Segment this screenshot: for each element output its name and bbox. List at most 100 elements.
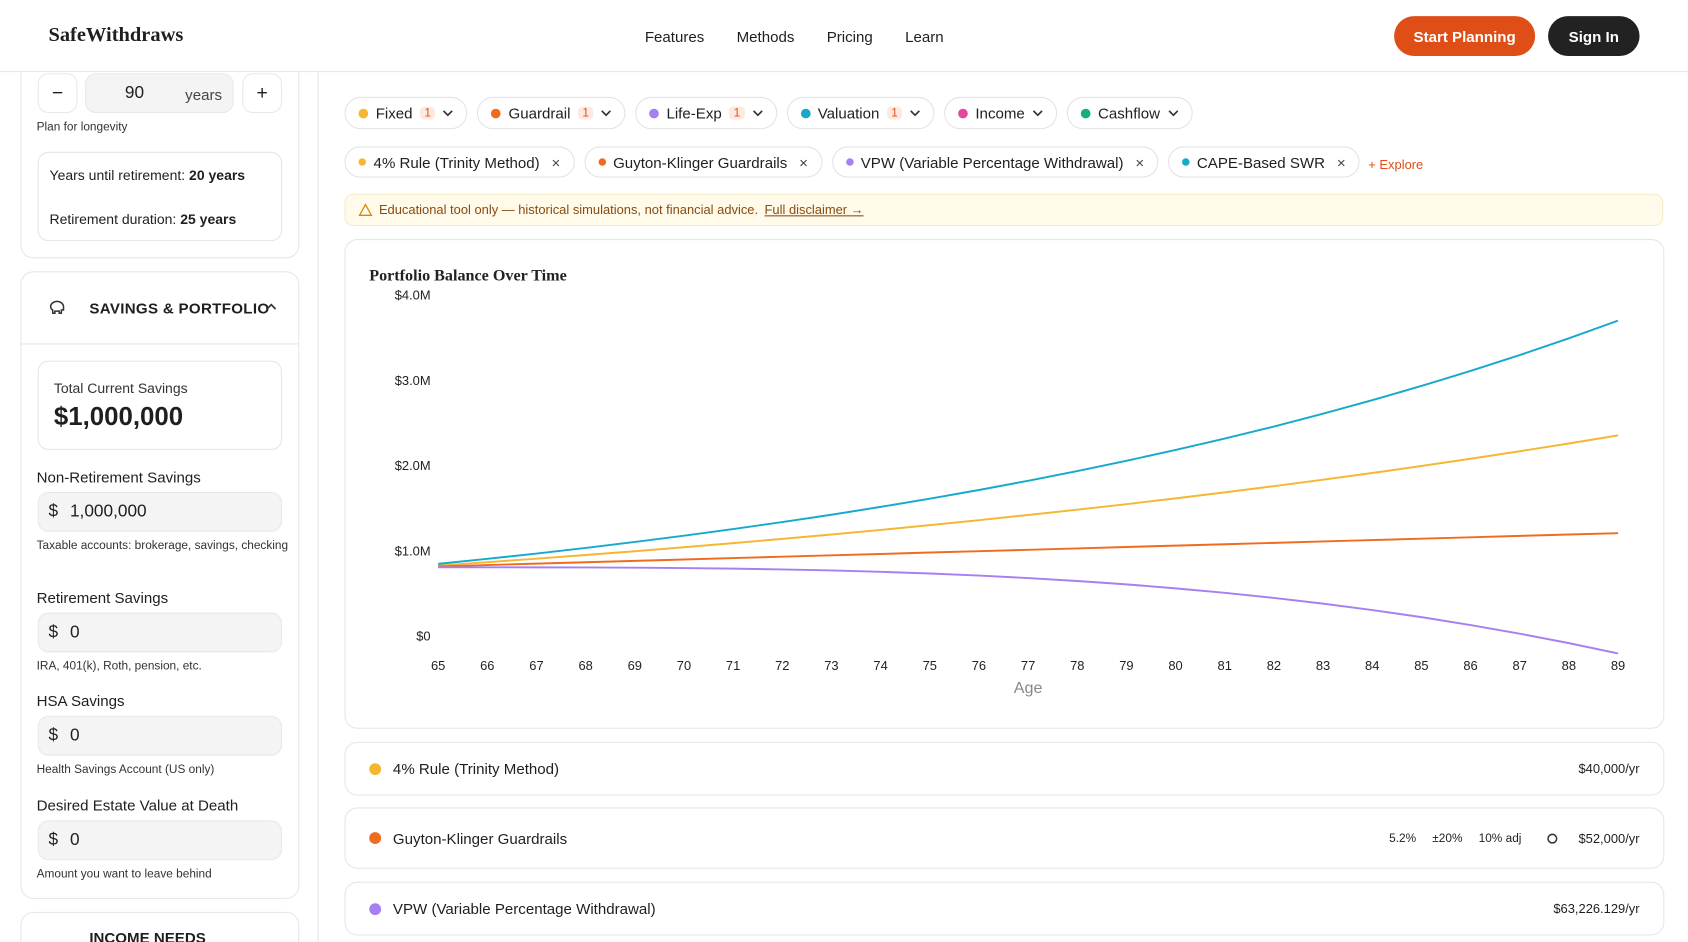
dot <box>491 108 501 118</box>
strategy-amount: $52,000/yr <box>1578 830 1640 846</box>
selected-chip[interactable]: 4% Rule (Trinity Method) × <box>344 146 575 178</box>
nav-link[interactable]: Methods <box>736 27 795 46</box>
nav-link[interactable]: Features <box>644 27 705 46</box>
filter-chip[interactable]: Income <box>944 96 1058 130</box>
nav-link[interactable]: Pricing <box>826 27 873 46</box>
remove-button[interactable]: × <box>1135 153 1145 171</box>
selected-chip[interactable]: Guyton-Klinger Guardrails × <box>584 146 822 178</box>
selected-chip[interactable]: VPW (Variable Percentage Withdrawal) × <box>831 146 1159 178</box>
notice-text: Educational tool only — historical simul… <box>378 202 759 218</box>
remove-button[interactable]: × <box>1336 153 1346 171</box>
chevron-path <box>1168 110 1178 117</box>
strategy-param: ±20% <box>1432 831 1463 845</box>
chevron-path <box>1032 110 1043 117</box>
section-title[interactable]: INCOME NEEDS <box>89 929 206 942</box>
filter-label: Valuation <box>817 104 880 122</box>
field-prefix: $ <box>48 623 59 642</box>
x-tick-label: 80 <box>1168 658 1182 673</box>
x-tick-label: 86 <box>1463 658 1477 673</box>
gear <box>1547 833 1558 844</box>
strategy-row[interactable]: 4% Rule (Trinity Method) $40,000/yr <box>344 741 1665 796</box>
x-axis-label: Age <box>1014 679 1043 697</box>
remove-button[interactable]: × <box>551 153 561 171</box>
minus-button[interactable]: − <box>37 73 78 114</box>
remove-button[interactable]: × <box>799 153 808 171</box>
chevron-down <box>443 110 454 117</box>
field-input[interactable] <box>37 491 283 532</box>
selected-label: 4% Rule (Trinity Method) <box>373 153 540 171</box>
series-line <box>438 566 1619 655</box>
chevron-up[interactable] <box>265 301 278 312</box>
explore-link[interactable]: + Explore <box>1368 156 1424 172</box>
field-hint: Taxable accounts: brokerage, savings, ch… <box>36 539 289 553</box>
filter-chip[interactable]: Cashflow <box>1066 96 1193 130</box>
income-card <box>20 911 300 942</box>
field-input[interactable] <box>37 820 283 861</box>
retirement-summary <box>37 151 283 242</box>
filter-chip[interactable]: Valuation 1 <box>786 96 935 130</box>
filter-count: 1 <box>886 106 903 120</box>
x-tick-label: 89 <box>1611 658 1625 673</box>
field-input[interactable] <box>37 715 283 756</box>
field-label: Desired Estate Value at Death <box>36 796 239 814</box>
filter-label: Guardrail <box>508 104 571 122</box>
dot <box>800 108 811 118</box>
nav-link[interactable]: Learn <box>905 27 944 46</box>
dot <box>845 158 854 166</box>
start-button[interactable]: Start Planning <box>1394 16 1536 56</box>
x-tick-label: 77 <box>1021 658 1035 673</box>
strategy-param: 5.2% <box>1389 831 1417 845</box>
notice: Educational tool only — historical simul… <box>344 193 1664 227</box>
filter-count: 1 <box>420 106 436 120</box>
x-tick-label: 71 <box>726 658 740 673</box>
plus-button[interactable]: + <box>242 73 283 114</box>
section-title[interactable]: SAVINGS & PORTFOLIO <box>89 299 270 317</box>
x-tick-label: 83 <box>1316 658 1330 673</box>
x-tick-label: 67 <box>529 658 543 673</box>
filter-chip[interactable]: Guardrail 1 <box>477 96 626 130</box>
signin-button[interactable]: Sign In <box>1548 16 1640 56</box>
y-tick-label: $0 <box>416 629 430 644</box>
label: Years until retirement: <box>49 166 186 184</box>
x-tick-label: 75 <box>923 658 937 673</box>
x-tick-label: 79 <box>1119 658 1133 673</box>
x-tick-label: 84 <box>1365 658 1379 673</box>
age-value: 90 <box>124 83 145 103</box>
field-value: 0 <box>69 623 80 642</box>
chart: Portfolio Balance Over Time Age $0 $1.0M $… <box>369 267 1625 697</box>
field-label: Non-Retirement Savings <box>36 468 201 486</box>
value: 25 years <box>180 210 237 228</box>
dot <box>369 902 382 915</box>
x-tick-label: 72 <box>775 658 789 673</box>
dot <box>369 762 382 775</box>
selected-label: VPW (Variable Percentage Withdrawal) <box>860 153 1124 171</box>
chevron-down <box>601 110 612 117</box>
filter-row: Fixed 1 Guardrail 1 Life-Exp 1 Valuation 1 Incom… <box>344 96 1193 130</box>
dot <box>358 158 367 166</box>
filter-chip[interactable]: Fixed 1 <box>344 96 468 130</box>
selected-chip[interactable]: CAPE-Based SWR × <box>1167 146 1360 178</box>
field-hint: Amount you want to leave behind <box>36 867 212 881</box>
strategy-row[interactable]: VPW (Variable Percentage Withdrawal) $63,… <box>344 881 1665 936</box>
filter-chip[interactable]: Life-Exp 1 <box>635 96 777 130</box>
strategy-name: VPW (Variable Percentage Withdrawal) <box>392 899 656 918</box>
brand[interactable]: SafeWithdraws <box>48 23 184 47</box>
age-input[interactable] <box>85 73 234 114</box>
x-tick-label: 73 <box>824 658 838 673</box>
field-input[interactable] <box>37 612 283 653</box>
x-tick-label: 85 <box>1414 658 1428 673</box>
y-tick-label: $4.0M <box>395 287 431 302</box>
age-hint: Plan for longevity <box>36 120 128 134</box>
notice-link[interactable]: Full disclaimer → <box>764 202 864 218</box>
filter-count: 1 <box>729 106 745 120</box>
chevron-down <box>1032 110 1043 117</box>
strategy-amount: $40,000/yr <box>1578 761 1640 777</box>
x-tick-label: 81 <box>1218 658 1232 673</box>
field-value: 0 <box>69 831 80 850</box>
chevron-path <box>752 110 763 117</box>
piggy-icon <box>49 300 65 315</box>
value: 20 years <box>189 166 246 184</box>
strategy-row[interactable]: Guyton-Klinger Guardrails 5.2% ±20% 10% adj… <box>344 807 1665 869</box>
